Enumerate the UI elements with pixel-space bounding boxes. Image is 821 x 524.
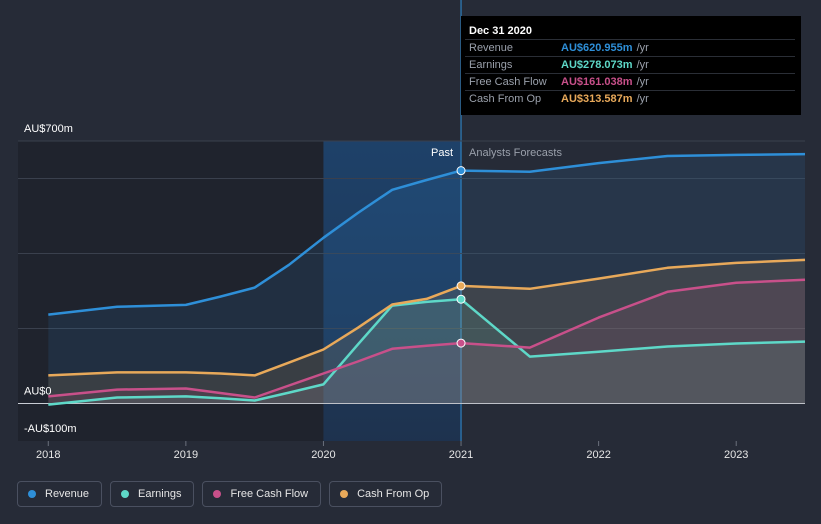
legend-label: Earnings [138, 488, 182, 500]
x-tick-label: 2018 [36, 449, 60, 461]
y-tick-label: AU$0 [24, 385, 52, 397]
marker [456, 338, 466, 348]
area [48, 259, 806, 404]
marker [456, 166, 466, 176]
x-tick-label: 2019 [174, 449, 198, 461]
tooltip-value: AU$161.038m [561, 76, 633, 88]
legend-label: Free Cash Flow [230, 488, 309, 500]
line [48, 152, 806, 316]
tooltip-value: AU$313.587m [561, 93, 633, 105]
labels: -AU$100m AU$0 AU$700m 2018 2019 2020 2021 2022 2… [24, 123, 748, 461]
line [48, 297, 806, 406]
legend-item[interactable]: Free Cash Flow [202, 481, 322, 507]
area [48, 154, 806, 404]
legend-swatch [121, 490, 130, 498]
x-tick-label: 2023 [724, 449, 748, 461]
area [48, 279, 806, 404]
marker [456, 294, 466, 304]
grid [18, 140, 805, 404]
legend-item[interactable]: Cash From Op [329, 481, 443, 507]
legend-item[interactable]: Earnings [110, 481, 195, 507]
tooltip-unit: /yr [637, 93, 650, 105]
tooltip-value: AU$620.955m [561, 42, 633, 54]
past-label: Past [431, 147, 453, 159]
legend-swatch [213, 490, 222, 498]
tooltip-unit: /yr [637, 76, 650, 88]
legend-label: Cash From Op [357, 488, 430, 500]
tooltip-title: Dec 31 2020 [469, 25, 532, 37]
tooltip-name: Earnings [469, 59, 513, 71]
tooltip-name: Cash From Op [469, 93, 541, 105]
tooltip-value: AU$278.073m [561, 59, 633, 71]
forecast-label: Analysts Forecasts [469, 147, 562, 159]
tooltip-unit: /yr [637, 59, 650, 71]
tooltip-unit: /yr [637, 42, 650, 54]
chart: -AU$100m AU$0 AU$700m 2018 2019 2020 2021 2022 2… [18, 0, 806, 461]
tooltip-name: Free Cash Flow [469, 76, 547, 88]
y-tick-label: -AU$100m [24, 423, 77, 435]
legend: Revenue Earnings Free Cash Flow Cash From O… [17, 481, 443, 507]
legend-swatch [340, 490, 349, 498]
area [48, 299, 806, 405]
x-tick-label: 2021 [449, 449, 473, 461]
tooltip: Dec 31 2020 Revenue AU$620.955m/yr Earning… [461, 16, 801, 115]
legend-item[interactable]: Revenue [17, 481, 103, 507]
tooltip-box [461, 16, 801, 115]
tooltip-name: Revenue [469, 42, 513, 54]
line [48, 278, 806, 399]
x-tick-label: 2022 [586, 449, 610, 461]
areas [48, 154, 806, 405]
x-tick-label: 2020 [311, 449, 335, 461]
y-tick-label: AU$700m [24, 123, 73, 135]
line [48, 258, 806, 377]
legend-label: Revenue [45, 488, 90, 500]
legend-swatch [28, 490, 36, 498]
lines [48, 152, 806, 406]
marker [456, 281, 466, 291]
